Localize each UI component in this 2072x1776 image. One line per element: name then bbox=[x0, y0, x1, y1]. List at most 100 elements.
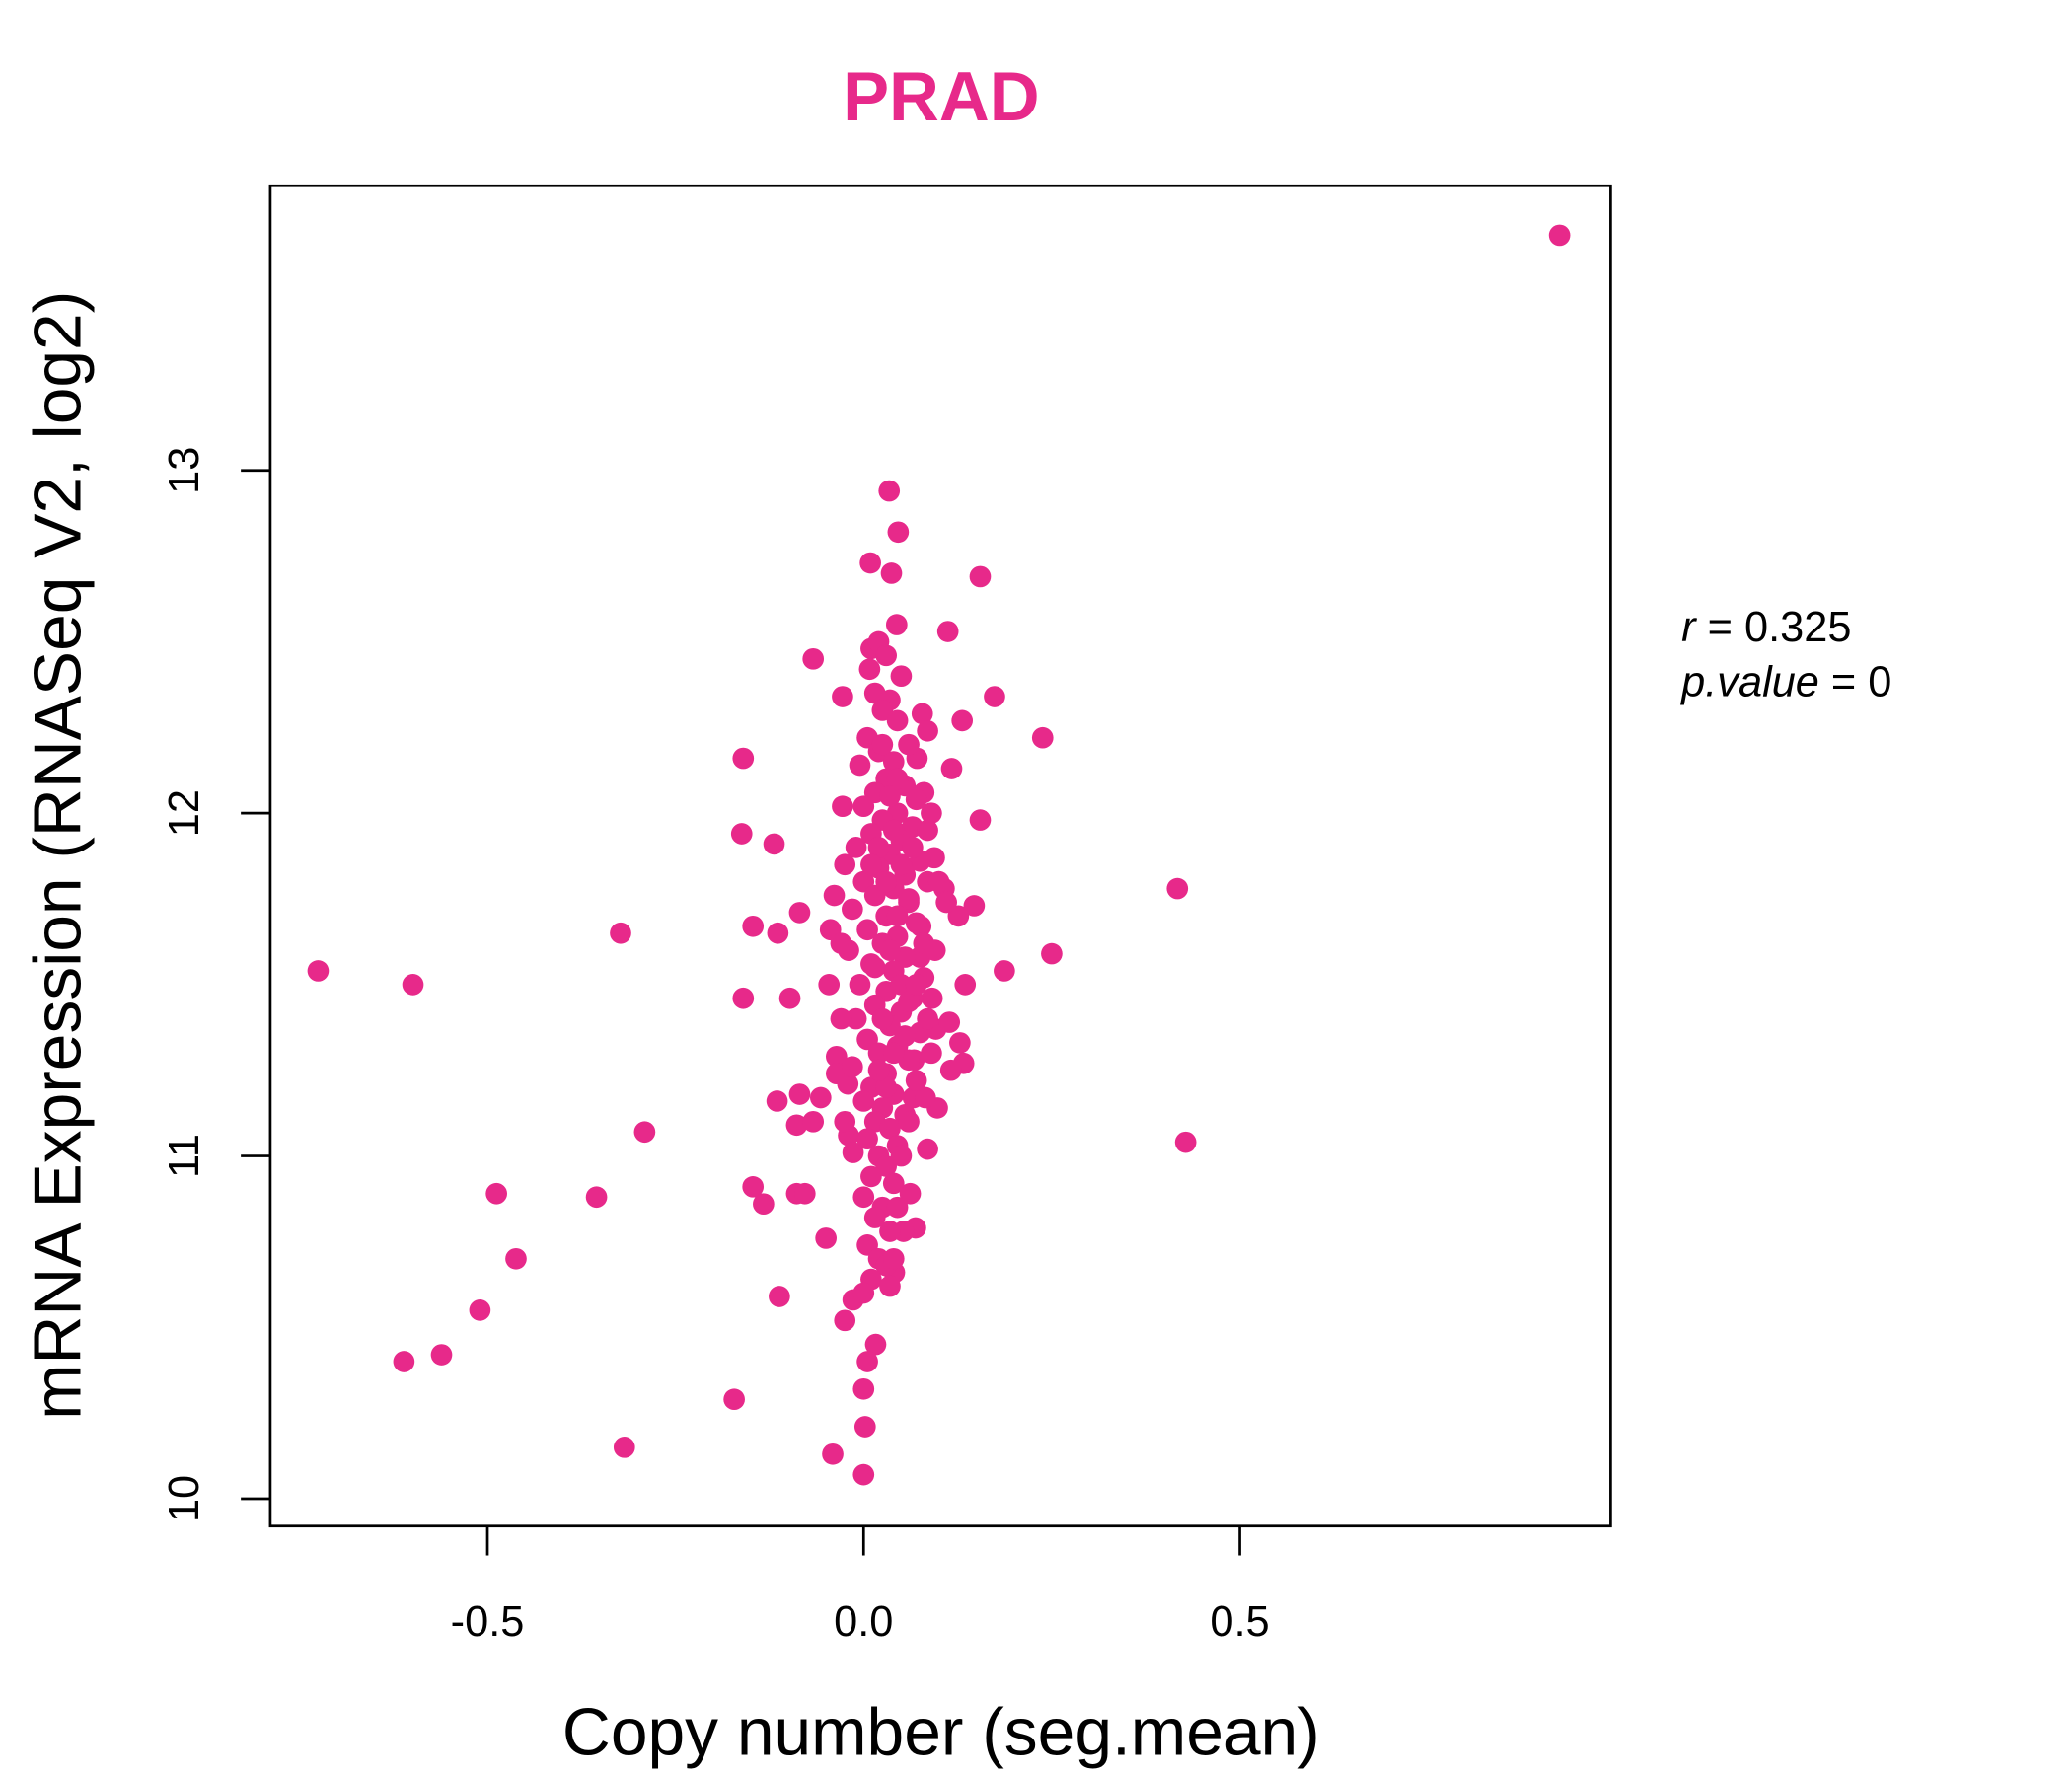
data-point bbox=[863, 956, 886, 979]
data-point bbox=[766, 1090, 788, 1112]
data-point bbox=[890, 974, 913, 996]
data-point bbox=[899, 1182, 922, 1205]
data-point bbox=[610, 922, 631, 944]
y-tick-label: 11 bbox=[161, 1134, 208, 1178]
data-point bbox=[860, 1165, 882, 1188]
data-point bbox=[834, 1309, 856, 1332]
data-point bbox=[898, 733, 920, 756]
data-point bbox=[890, 853, 913, 876]
data-point bbox=[871, 733, 894, 756]
data-point bbox=[917, 1007, 938, 1030]
r-label: r bbox=[1681, 604, 1697, 651]
data-point bbox=[879, 939, 901, 961]
data-point bbox=[830, 932, 852, 955]
data-point bbox=[732, 987, 755, 1009]
points-layer bbox=[307, 224, 1571, 1486]
data-point bbox=[852, 1186, 875, 1209]
data-point bbox=[856, 919, 878, 941]
data-point bbox=[730, 823, 753, 845]
data-point bbox=[867, 1042, 890, 1065]
data-point bbox=[856, 1351, 878, 1372]
data-point bbox=[842, 1056, 863, 1078]
data-point bbox=[921, 987, 943, 1009]
data-point bbox=[917, 1138, 938, 1160]
data-point bbox=[723, 1388, 745, 1411]
data-point bbox=[898, 1110, 920, 1133]
data-point bbox=[485, 1182, 508, 1205]
data-point bbox=[879, 1117, 901, 1140]
data-point bbox=[1041, 942, 1063, 965]
data-point bbox=[307, 960, 330, 982]
data-point bbox=[845, 837, 867, 858]
data-point bbox=[902, 837, 924, 858]
data-point bbox=[1548, 224, 1571, 247]
data-point bbox=[860, 853, 882, 876]
y-tick-label: 12 bbox=[161, 789, 208, 837]
data-point bbox=[905, 974, 927, 996]
data-point bbox=[402, 974, 424, 996]
data-point bbox=[947, 905, 970, 927]
correlation-annotation: r = 0.325 bbox=[1681, 604, 1851, 651]
data-point bbox=[469, 1299, 491, 1321]
data-point bbox=[885, 614, 908, 635]
data-point bbox=[842, 1142, 864, 1163]
data-point bbox=[852, 1377, 875, 1400]
data-point bbox=[823, 884, 846, 907]
data-point bbox=[613, 1437, 635, 1458]
data-point bbox=[882, 751, 905, 773]
data-point bbox=[633, 1121, 656, 1144]
data-point bbox=[834, 1110, 856, 1133]
data-point bbox=[853, 1416, 876, 1438]
data-point bbox=[1166, 877, 1189, 900]
data-point bbox=[849, 974, 871, 996]
data-point bbox=[927, 870, 950, 893]
data-point bbox=[763, 833, 785, 855]
data-point bbox=[867, 837, 890, 858]
data-point bbox=[793, 1182, 816, 1205]
data-point bbox=[875, 1076, 897, 1098]
data-point bbox=[886, 1196, 909, 1219]
data-point bbox=[984, 686, 1005, 707]
data-point bbox=[788, 1083, 811, 1105]
data-point bbox=[875, 870, 897, 893]
data-point bbox=[852, 1463, 875, 1486]
x-tick-label: -0.5 bbox=[451, 1598, 525, 1646]
data-point bbox=[867, 1059, 890, 1081]
data-point bbox=[917, 819, 938, 842]
r-value: 0.325 bbox=[1744, 604, 1851, 651]
y-tick-label: 13 bbox=[161, 447, 208, 494]
data-point bbox=[767, 922, 789, 944]
data-point bbox=[742, 915, 765, 937]
data-point bbox=[969, 565, 992, 588]
p-value: 0 bbox=[1868, 659, 1891, 706]
data-point bbox=[815, 1227, 837, 1249]
y-axis: 10 11 12 13 bbox=[161, 447, 270, 1522]
data-point bbox=[852, 795, 875, 818]
p-label: p.value bbox=[1679, 659, 1819, 706]
data-point bbox=[825, 1045, 848, 1068]
data-point bbox=[837, 1073, 859, 1095]
data-point bbox=[938, 1011, 961, 1033]
data-point bbox=[852, 1090, 875, 1112]
data-point bbox=[879, 784, 901, 807]
data-point bbox=[864, 1333, 887, 1356]
data-point bbox=[753, 1193, 775, 1216]
data-point bbox=[742, 1175, 765, 1198]
data-point bbox=[969, 809, 992, 831]
plot-frame bbox=[268, 184, 1612, 1528]
data-point bbox=[871, 700, 894, 721]
data-point bbox=[886, 709, 909, 732]
data-point bbox=[898, 991, 920, 1013]
data-point bbox=[849, 754, 871, 777]
data-point bbox=[890, 665, 913, 688]
data-point bbox=[832, 795, 853, 818]
data-point bbox=[949, 1032, 971, 1054]
data-point bbox=[802, 1110, 825, 1133]
data-point bbox=[842, 898, 863, 921]
data-point bbox=[802, 647, 825, 670]
data-point bbox=[879, 1221, 901, 1242]
data-point bbox=[393, 1351, 415, 1372]
data-point bbox=[890, 1145, 913, 1167]
data-point bbox=[788, 902, 811, 924]
